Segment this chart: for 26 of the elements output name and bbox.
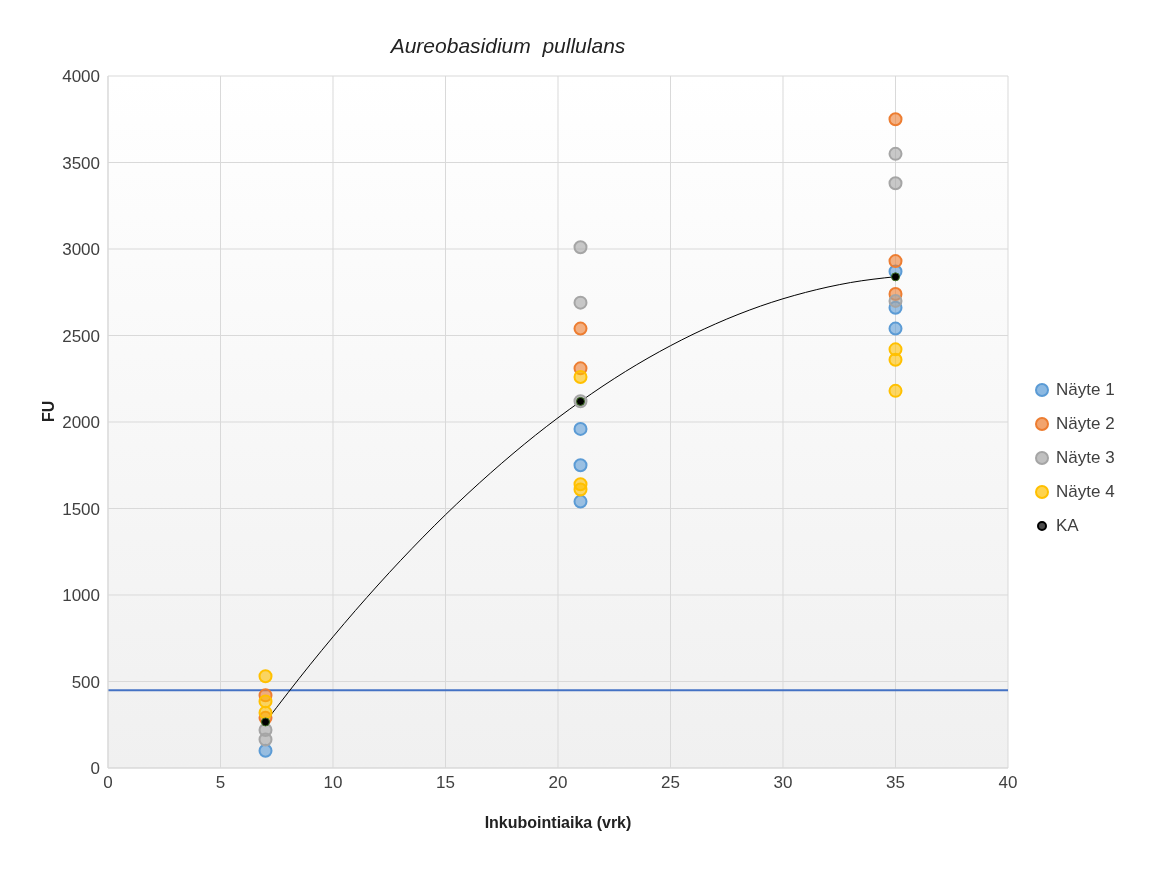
y-tick-label: 3000 <box>62 240 100 260</box>
y-tick-label: 3500 <box>62 153 100 173</box>
legend-label: Näyte 4 <box>1056 482 1115 502</box>
legend-label: Näyte 2 <box>1056 414 1115 434</box>
chart-title: Aureobasidium pullulans <box>389 33 627 58</box>
y-axis-title: FU <box>39 400 57 422</box>
y-tick-label: 500 <box>71 672 100 692</box>
x-tick-label: 25 <box>661 773 680 793</box>
x-tick-label: 15 <box>436 773 455 793</box>
x-tick-label: 5 <box>215 773 226 793</box>
x-tick-label: 0 <box>103 773 113 793</box>
x-axis-title: Inkubointiaika (vrk) <box>484 814 632 831</box>
legend-label: KA <box>1056 516 1079 536</box>
x-tick-label: 10 <box>323 773 343 793</box>
x-tick-label: 30 <box>773 773 793 793</box>
y-tick-label: 0 <box>90 759 100 779</box>
y-tick-label: 1000 <box>62 586 100 606</box>
x-tick-label: 35 <box>886 773 905 793</box>
x-tick-label: 20 <box>548 773 568 793</box>
x-tick-label: 40 <box>998 773 1018 793</box>
y-tick-label: 2500 <box>62 326 100 346</box>
legend-label: Näyte 1 <box>1056 380 1115 400</box>
y-tick-label: 4000 <box>62 67 100 87</box>
legend-label: Näyte 3 <box>1056 448 1115 468</box>
y-tick-label: 2000 <box>62 413 100 433</box>
y-tick-label: 1500 <box>62 499 100 519</box>
